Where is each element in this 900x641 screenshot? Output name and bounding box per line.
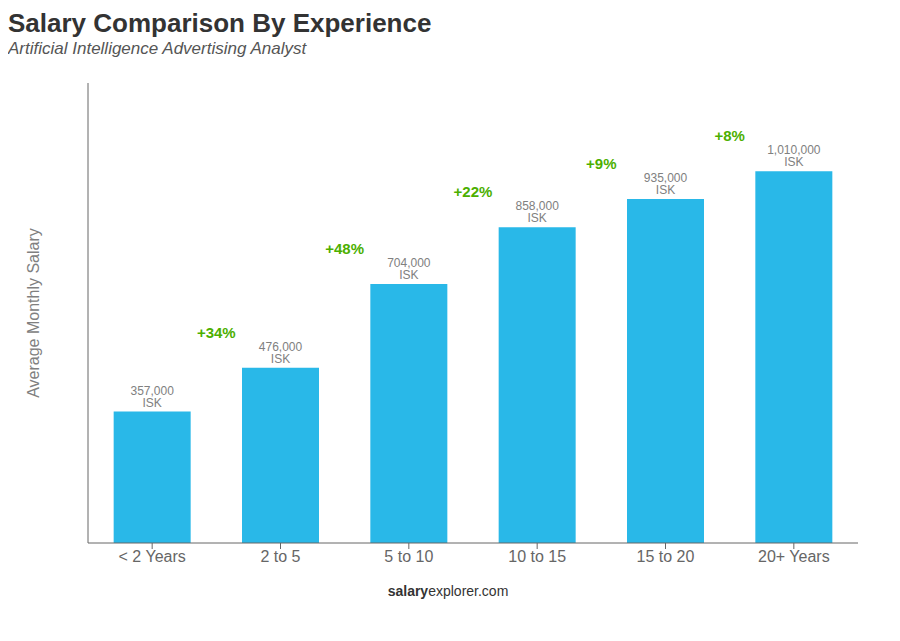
svg-text:10 to 15: 10 to 15 bbox=[508, 548, 566, 565]
svg-text:+48%: +48% bbox=[325, 240, 364, 257]
svg-text:5 to 10: 5 to 10 bbox=[384, 548, 433, 565]
svg-text:704,000ISK: 704,000ISK bbox=[387, 256, 431, 282]
svg-text:858,000ISK: 858,000ISK bbox=[515, 199, 559, 225]
svg-text:15 to 20: 15 to 20 bbox=[637, 548, 695, 565]
svg-text:935,000ISK: 935,000ISK bbox=[644, 171, 688, 197]
svg-text:+34%: +34% bbox=[197, 324, 236, 341]
svg-text:357,000ISK: 357,000ISK bbox=[130, 384, 174, 410]
svg-text:+22%: +22% bbox=[454, 183, 493, 200]
svg-text:20+ Years: 20+ Years bbox=[758, 548, 830, 565]
svg-text:2 to 5: 2 to 5 bbox=[260, 548, 300, 565]
html-text:salary explorer.com: salary explorer.com bbox=[387, 583, 509, 599]
svg-text:1,010,000ISK: 1,010,000ISK bbox=[767, 143, 821, 169]
svg-text:Average Monthly Salary: Average Monthly Salary bbox=[25, 228, 42, 398]
svg-text:476,000ISK: 476,000ISK bbox=[259, 340, 303, 366]
svg-text:+8%: +8% bbox=[714, 127, 744, 144]
svg-text:< 2 Years: < 2 Years bbox=[119, 548, 186, 565]
html-text:Salary Comparison By Experienc: Salary Comparison By Experience bbox=[8, 8, 432, 38]
html-text:Artificial Intelligence Advert: Artificial Intelligence Advertising Anal… bbox=[8, 39, 307, 58]
svg-text:+9%: +9% bbox=[586, 155, 616, 172]
